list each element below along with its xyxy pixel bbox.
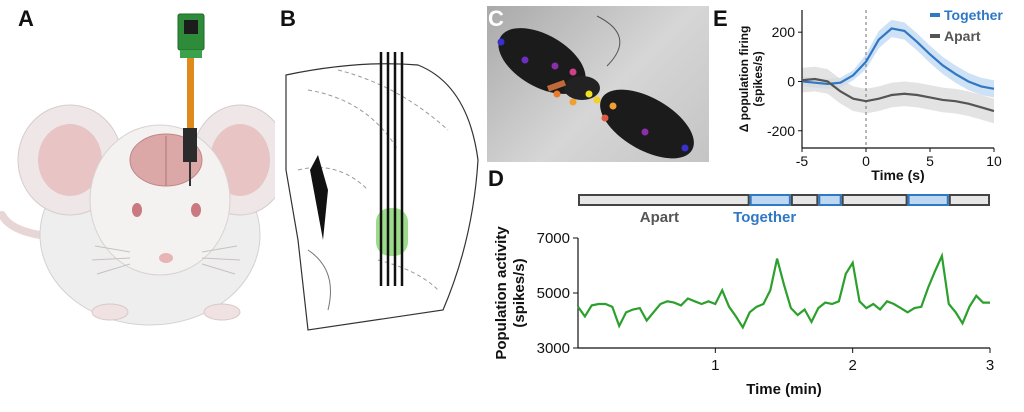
x-axis-label: Time (s): [871, 167, 924, 183]
y-axis-label-line2: (spikes/s): [511, 258, 528, 327]
rat-nose: [159, 253, 173, 263]
series-line-together: [801, 27, 995, 90]
panel-label-a: A: [18, 6, 34, 31]
rat-left-eye: [132, 203, 142, 217]
series-lines: [801, 27, 995, 113]
epoch-apart: [841, 194, 908, 206]
flex-cable: [187, 58, 194, 128]
keypoint: [681, 144, 689, 152]
tracking-photo: [487, 6, 709, 162]
x-tick-label: 2: [848, 357, 856, 374]
rat-left-ear-inner: [38, 124, 102, 196]
keypoint: [585, 90, 593, 98]
epoch-together: [907, 194, 949, 206]
x-tick-label: 5: [926, 153, 934, 169]
delta-firing-chart: -200 0 200 -5 0 5 10 Together Apart Time (s) Δ …: [737, 7, 1003, 183]
keypoint: [497, 38, 505, 46]
epoch-apart: [578, 194, 750, 206]
atlas-boundary-4: [307, 249, 331, 311]
epoch-apart: [948, 194, 990, 206]
rat-whiskers: [91, 245, 241, 275]
legend-label-together: Together: [944, 7, 1003, 23]
atlas-boundary-2: [307, 89, 399, 151]
epoch-together: [818, 194, 842, 206]
headstage-chip: [184, 20, 198, 34]
x-tick-label: 3: [986, 357, 994, 374]
x-tick-label: -5: [796, 153, 809, 169]
tether-cable: [596, 15, 621, 67]
y-tick-label: -200: [767, 123, 795, 139]
y-axis-label-line1: Δ population firing: [737, 26, 751, 133]
keypoint: [601, 114, 609, 122]
tracking-photo-drawing: [497, 15, 694, 159]
rat-tail: [0, 211, 44, 239]
keypoint: [551, 62, 559, 70]
rat-illustration: [0, 13, 275, 326]
y-tick-label: 3000: [537, 340, 570, 357]
keypoint: [553, 90, 561, 98]
rat-left-foot: [91, 303, 129, 321]
epoch-apart: [790, 194, 819, 206]
panel-label-c: C: [488, 6, 504, 31]
panel-label-d: D: [488, 166, 504, 191]
lateral-ventricle: [310, 155, 328, 240]
x-tick-label: 0: [862, 153, 870, 169]
y-axis-label-line2: (spikes/s): [751, 51, 765, 106]
x-tick-label: 1: [711, 357, 719, 374]
rat-1-body: [498, 28, 586, 94]
atlas-boundary-5: [377, 259, 439, 291]
population-activity-line: [577, 251, 990, 330]
epoch-bar: [578, 194, 990, 206]
rat-1-head: [564, 76, 600, 100]
y-tick-label: 200: [772, 24, 796, 40]
y-axis-label-line1: Population activity: [493, 226, 510, 360]
rat-right-eye: [191, 203, 201, 217]
keypoint: [569, 68, 577, 76]
keypoint: [521, 56, 529, 64]
chart-d-axes: 3000 5000 7000 1 2 3: [537, 230, 995, 374]
keypoint: [609, 102, 617, 110]
keypoint: [641, 128, 649, 136]
implant-1: [547, 79, 566, 92]
legend: Together Apart: [930, 7, 1003, 44]
y-tick-label: 0: [787, 73, 795, 89]
target-region: [376, 208, 408, 256]
legend-label-apart: Apart: [944, 28, 981, 44]
keypoint: [569, 98, 577, 106]
keypoint: [593, 96, 601, 104]
series-line-apart: [801, 77, 995, 113]
probe-shank-holder: [183, 128, 197, 162]
rat-right-foot: [203, 303, 241, 321]
y-tick-label: 7000: [537, 230, 570, 247]
x-tick-label: 10: [986, 153, 1002, 169]
headstage-connector: [180, 50, 202, 58]
atlas-boundary-3: [297, 167, 369, 191]
epoch-label-together: Together: [733, 209, 796, 226]
x-axis-label: Time (min): [746, 381, 822, 398]
brain-atlas-section: [285, 52, 479, 331]
panel-label-e: E: [713, 6, 728, 31]
rat-2-body: [600, 89, 694, 159]
panel-label-b: B: [280, 6, 296, 31]
chart-e-axes: -200 0 200 -5 0 5 10: [767, 10, 1002, 169]
y-tick-label: 5000: [537, 285, 570, 302]
epoch-label-apart: Apart: [640, 209, 679, 226]
epoch-together: [749, 194, 791, 206]
population-activity-chart: Apart Together 3000 5000 7000 1 2 3 Time (min…: [493, 194, 995, 398]
